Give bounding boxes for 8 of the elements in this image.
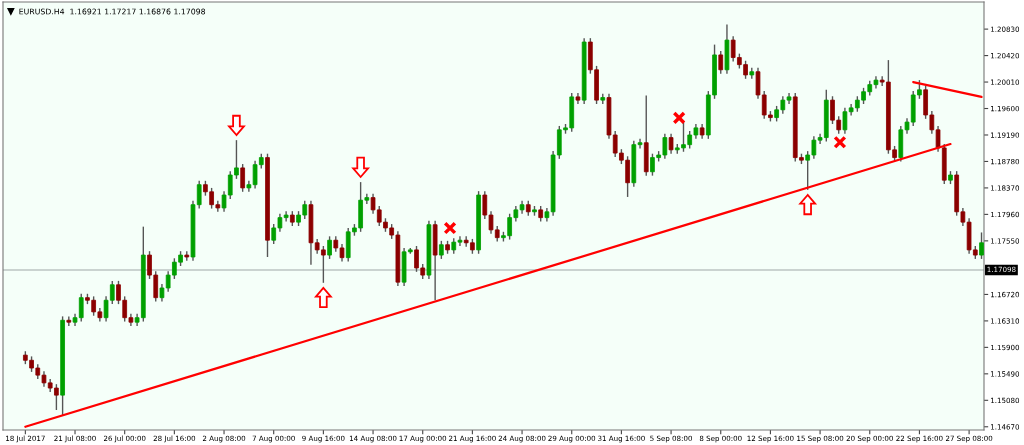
candlestick bbox=[668, 132, 674, 155]
candlestick bbox=[240, 163, 246, 193]
candlestick bbox=[327, 235, 332, 260]
candlestick bbox=[439, 240, 444, 260]
candlestick bbox=[66, 315, 72, 327]
candlestick bbox=[842, 107, 848, 135]
candlestick bbox=[979, 231, 984, 260]
candlestick bbox=[718, 50, 724, 75]
